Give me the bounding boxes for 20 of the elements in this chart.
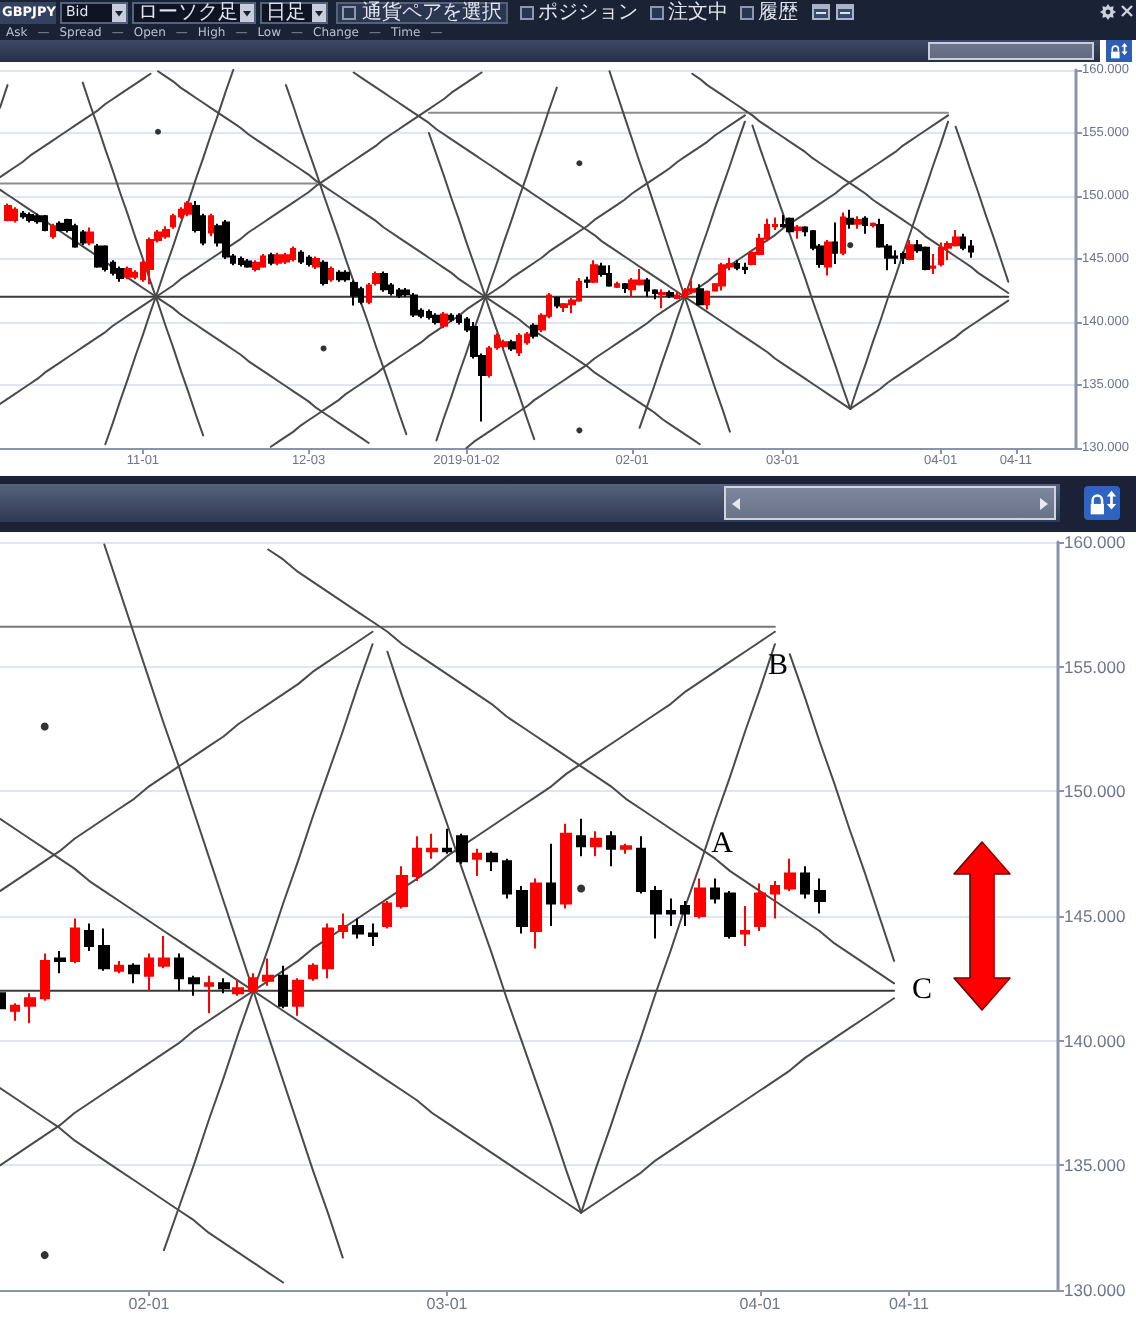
annotation: C xyxy=(911,974,933,1006)
y-tick-label: 145.000 xyxy=(1064,906,1126,926)
x-tick-label: 04-11 xyxy=(889,1295,930,1313)
x-tick-label: 03-01 xyxy=(426,1295,469,1313)
text: 注文中 xyxy=(668,2,728,24)
y-tick-label: 140.000 xyxy=(1064,1030,1126,1051)
x-tick-label: 02-01 xyxy=(128,1295,171,1313)
button: 通貨ペアを選択 xyxy=(336,2,508,24)
y-tick-label: 130.000 xyxy=(1064,1280,1126,1300)
y-tick-label: 135.000 xyxy=(1064,1155,1126,1176)
text: 履歴 xyxy=(758,2,798,24)
text: ポジション xyxy=(538,2,638,24)
y-tick-label: 160.000 xyxy=(1064,532,1126,552)
dropdown-field: ローソク足 xyxy=(132,2,256,24)
y-tick-label: 150.000 xyxy=(1064,781,1126,802)
annotation: A xyxy=(711,828,734,860)
dropdown-field: 日足 xyxy=(260,2,328,24)
annotation: B xyxy=(767,650,789,682)
x-tick-label: 04-01 xyxy=(739,1295,782,1313)
y-tick-label: 155.000 xyxy=(1064,656,1126,677)
